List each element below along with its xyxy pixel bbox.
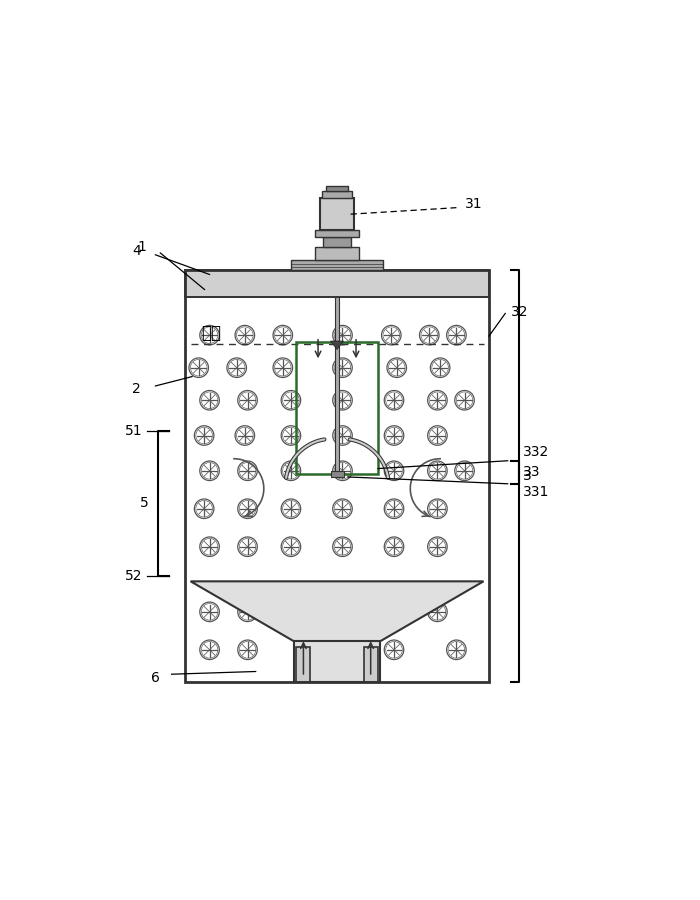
Polygon shape <box>330 341 344 349</box>
Text: 331: 331 <box>523 485 549 499</box>
Text: 液面: 液面 <box>202 324 221 342</box>
Text: 332: 332 <box>523 446 549 459</box>
Text: 6: 6 <box>151 671 160 685</box>
Bar <box>323 237 351 247</box>
Text: 4: 4 <box>132 244 141 258</box>
Bar <box>364 647 378 682</box>
Bar <box>320 198 354 230</box>
Bar <box>322 192 352 198</box>
Text: 52: 52 <box>125 569 142 583</box>
Polygon shape <box>190 581 484 641</box>
Text: 33: 33 <box>523 465 540 479</box>
Bar <box>185 270 489 297</box>
Bar <box>326 186 348 192</box>
Bar <box>185 270 489 682</box>
Text: 31: 31 <box>465 197 482 211</box>
Bar <box>291 260 383 270</box>
Bar <box>296 342 378 474</box>
Text: 5: 5 <box>140 497 149 510</box>
Bar <box>315 247 358 260</box>
Text: 3: 3 <box>523 469 531 483</box>
Bar <box>330 471 344 477</box>
Bar <box>296 647 310 682</box>
Bar <box>185 270 489 682</box>
Text: 2: 2 <box>132 382 141 396</box>
Bar <box>335 297 339 477</box>
Text: 32: 32 <box>511 305 528 320</box>
Bar <box>294 641 381 682</box>
Text: 51: 51 <box>125 424 142 437</box>
Text: 1: 1 <box>137 240 146 255</box>
Bar <box>315 230 358 237</box>
